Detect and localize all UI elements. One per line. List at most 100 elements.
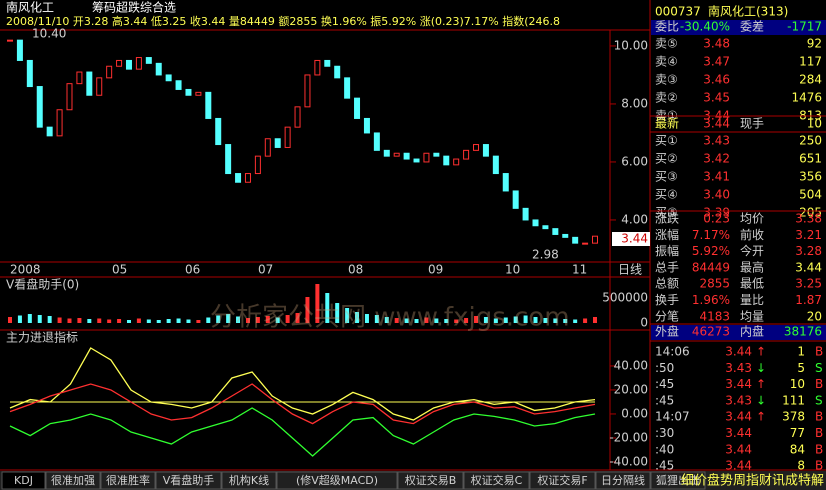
candle [334, 65, 341, 79]
tab[interactable] [463, 471, 530, 490]
tick-arrow: ↑ [756, 345, 766, 359]
field-value: 0.23 [703, 212, 730, 226]
tab[interactable] [100, 471, 156, 490]
candle [195, 91, 202, 96]
volume-bar [107, 319, 112, 323]
candle [46, 126, 53, 137]
candle [155, 62, 162, 76]
level-label: 卖③ [655, 73, 678, 87]
tab[interactable] [155, 471, 222, 490]
volume-bar [444, 319, 449, 323]
level-price: 3.40 [703, 188, 730, 202]
field-label: 内盘 [740, 324, 764, 339]
candle [225, 144, 232, 175]
tick-time: 14:07 [655, 410, 690, 424]
y-tick-label: 0 [640, 316, 648, 330]
volume-bar [543, 318, 548, 323]
candle [7, 39, 13, 42]
field-value: 3.25 [795, 277, 822, 291]
tab[interactable] [45, 471, 101, 490]
tab[interactable] [397, 471, 464, 490]
candle [592, 235, 598, 244]
volume-bar [493, 318, 498, 323]
tick-volume: 378 [782, 410, 805, 424]
panel-title: 主力进退指标 [6, 330, 78, 345]
tab-label: 权证交易F [537, 473, 587, 487]
field-value: -30.40% [680, 20, 730, 34]
volume-bar [37, 315, 42, 323]
candle [363, 117, 370, 134]
indicator-line [9, 407, 596, 457]
tab-label: 机构K线 [229, 473, 269, 487]
tab-label: 很准胜率 [106, 473, 150, 487]
candle [344, 77, 351, 99]
candle [314, 59, 321, 76]
tick-side: S [815, 393, 823, 407]
field-label: 分笔 [655, 308, 679, 323]
volume-bar [275, 317, 280, 323]
volume-bar [533, 317, 538, 323]
volume-bar [8, 317, 12, 323]
tab[interactable] [650, 471, 706, 490]
volume-bar [186, 319, 191, 323]
date-label: 09 [428, 263, 443, 277]
volume-bar [424, 317, 429, 323]
tab[interactable] [595, 471, 651, 490]
tab[interactable] [221, 471, 277, 490]
field-label: 委比 [655, 20, 679, 34]
date-label: 06 [185, 263, 200, 277]
field-label: 委差 [740, 20, 764, 34]
volume-bar [97, 318, 102, 323]
tab-extra: 细价盘势周指财讯成特解 [681, 473, 824, 489]
field-value: 5.92% [692, 244, 730, 258]
candle [36, 86, 43, 128]
level-label: 买⑤ [655, 206, 678, 220]
tab-label: 日分隔线 [601, 473, 645, 487]
field-label: 总额 [655, 277, 679, 291]
volume-bar [325, 293, 330, 323]
candle [413, 158, 420, 163]
candle [572, 236, 579, 244]
level-price: 3.46 [703, 73, 730, 87]
candle [294, 106, 301, 128]
candle [502, 173, 509, 192]
tick-volume: 10 [790, 377, 805, 391]
candle [165, 74, 172, 82]
row-bg [651, 20, 826, 35]
candle [254, 155, 261, 175]
tab[interactable] [529, 471, 596, 490]
y-tick-label: 10.00 [614, 38, 648, 52]
indicator-line [9, 347, 596, 421]
field-value: -1717 [787, 20, 822, 34]
date-label: 08 [348, 263, 363, 277]
level-volume: 504 [799, 188, 822, 202]
candle [463, 149, 470, 160]
field-value: 3.44 [703, 117, 730, 131]
candle [473, 144, 480, 151]
tick-volume: 1 [797, 345, 805, 359]
volume-bar [47, 316, 52, 323]
candle [56, 109, 63, 137]
field-label: 均价 [740, 212, 764, 226]
field-label: 外盘 [655, 324, 679, 339]
field-value: 2855 [699, 277, 730, 291]
level-price: 3.47 [703, 55, 730, 69]
candle [215, 117, 222, 146]
candle [16, 39, 23, 61]
tick-side: S [815, 361, 823, 375]
formula-name: 筹码超跌综合选 [92, 0, 176, 15]
volume-bar [206, 317, 211, 323]
volume-bar [394, 318, 399, 323]
candle [582, 242, 589, 245]
volume-bar [17, 315, 22, 323]
date-label: 11 [572, 263, 587, 277]
tick-arrow: ↓ [756, 393, 766, 407]
level-volume: 284 [799, 73, 822, 87]
tab[interactable] [1, 471, 46, 490]
last-price: 3.44 [621, 232, 648, 246]
field-label: 总手 [655, 260, 679, 274]
y-tick-label: 0.00 [621, 406, 648, 420]
tab[interactable] [276, 471, 398, 490]
volume-bar [374, 315, 379, 323]
candle [76, 71, 83, 85]
